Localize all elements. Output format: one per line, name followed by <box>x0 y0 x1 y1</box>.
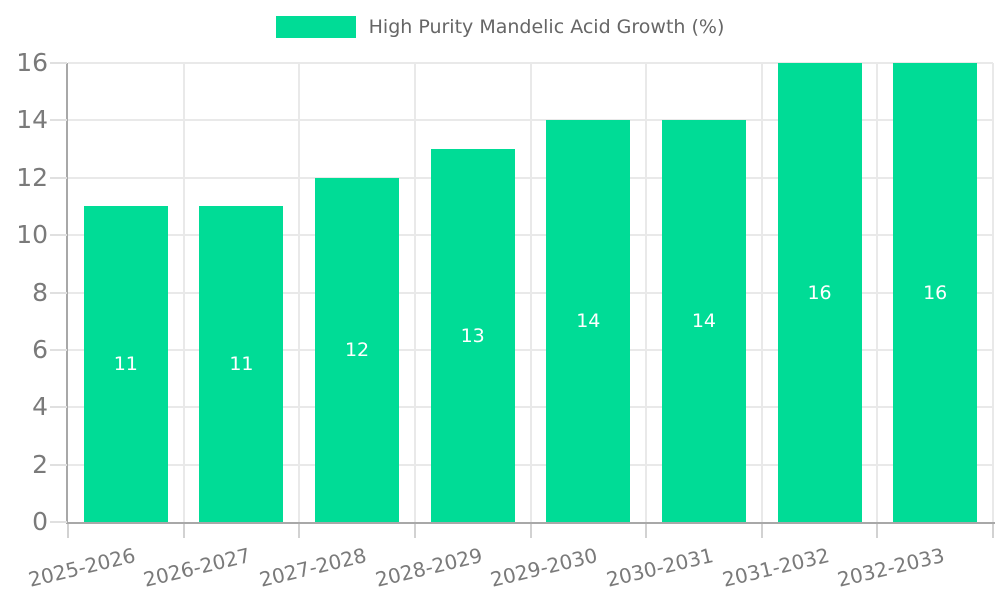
bar-value-label: 16 <box>807 281 832 304</box>
x-tick-label: 2030-2031 <box>603 543 716 592</box>
y-tick <box>50 406 67 409</box>
x-tick <box>182 524 185 538</box>
x-tick <box>876 524 879 538</box>
x-tick <box>760 524 763 538</box>
gridline-vertical <box>298 63 301 522</box>
legend-swatch <box>275 16 356 38</box>
bar[interactable]: 14 <box>661 120 746 522</box>
legend[interactable]: High Purity Mandelic Acid Growth (%) <box>0 16 1000 38</box>
bar[interactable]: 11 <box>199 206 284 522</box>
y-tick-label: 16 <box>16 48 48 77</box>
gridline-vertical <box>529 63 532 522</box>
legend-label: High Purity Mandelic Acid Growth (%) <box>368 16 725 38</box>
x-tick <box>645 524 648 538</box>
y-tick <box>50 348 67 351</box>
bar-value-label: 11 <box>229 353 254 376</box>
bar-value-label: 11 <box>113 353 138 376</box>
x-tick <box>529 524 532 538</box>
bar-value-label: 13 <box>460 324 485 347</box>
y-tick <box>50 463 67 466</box>
x-tick-label: 2028-2029 <box>372 543 485 592</box>
y-tick <box>50 119 67 122</box>
y-tick <box>50 234 67 237</box>
bar-value-label: 14 <box>691 310 717 333</box>
y-tick-label: 2 <box>32 449 48 479</box>
y-tick-label: 14 <box>16 105 48 135</box>
gridline-vertical <box>645 63 648 522</box>
x-tick <box>67 524 69 538</box>
x-axis-line <box>66 522 995 524</box>
gridline-vertical <box>760 63 763 522</box>
x-tick-label: 2029-2030 <box>488 543 600 592</box>
y-tick-label: 10 <box>16 220 48 250</box>
x-tick-label: 2031-2032 <box>719 543 832 592</box>
bar-value-label: 14 <box>576 310 601 333</box>
y-tick-label: 6 <box>32 334 48 364</box>
gridline-vertical <box>992 63 994 522</box>
gridline-vertical <box>876 63 879 522</box>
x-tick-label: 2027-2028 <box>257 543 369 592</box>
x-tick <box>992 524 994 538</box>
y-tick-label: 8 <box>32 277 48 307</box>
y-tick <box>50 521 67 523</box>
x-tick-label: 2025-2026 <box>25 543 138 592</box>
y-tick <box>50 291 67 294</box>
x-tick <box>413 524 416 538</box>
gridline-vertical <box>413 63 416 522</box>
gridline-vertical <box>182 63 185 522</box>
y-tick-label: 4 <box>32 392 48 422</box>
y-tick <box>50 62 67 64</box>
x-tick-label: 2026-2027 <box>141 543 254 592</box>
x-tick <box>298 524 301 538</box>
y-tick-label: 0 <box>32 507 48 536</box>
bar[interactable]: 16 <box>893 63 978 522</box>
y-tick <box>50 176 67 179</box>
plot-area: 11 11 12 13 14 14 16 16 <box>68 62 994 522</box>
bar[interactable]: 12 <box>315 177 400 522</box>
bar-value-label: 16 <box>923 281 948 304</box>
bar[interactable]: 13 <box>430 149 515 522</box>
bar[interactable]: 11 <box>83 206 168 522</box>
bar[interactable]: 14 <box>546 120 631 522</box>
bar-value-label: 12 <box>344 338 370 361</box>
bar[interactable]: 16 <box>777 63 862 522</box>
y-axis-line <box>66 63 68 524</box>
x-tick-label: 2032-2033 <box>835 543 947 592</box>
y-tick-label: 12 <box>16 162 48 192</box>
